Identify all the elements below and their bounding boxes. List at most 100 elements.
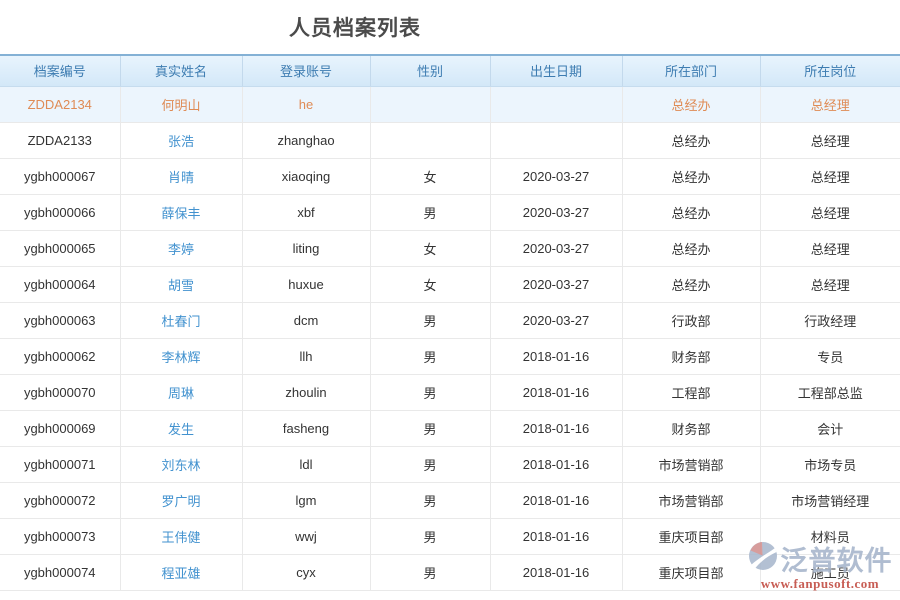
cell-position: 总经理 <box>760 86 900 123</box>
cell-account: cyx <box>242 554 371 591</box>
cell-birth_date: 2018-01-16 <box>490 374 623 411</box>
page-title: 人员档案列表 <box>289 17 421 40</box>
cell-file_no: ygbh000071 <box>0 446 121 483</box>
cell-department: 市场营销部 <box>622 482 761 519</box>
cell-name[interactable]: 李林辉 <box>120 338 243 375</box>
cell-file_no: ygbh000062 <box>0 338 121 375</box>
cell-file_no: ygbh000070 <box>0 374 121 411</box>
cell-account: liting <box>242 230 371 267</box>
cell-file_no: ZDDA2133 <box>0 122 121 159</box>
cell-position: 总经理 <box>760 194 900 231</box>
cell-name[interactable]: 何明山 <box>120 86 243 123</box>
cell-account: dcm <box>242 302 371 339</box>
cell-account: zhoulin <box>242 374 371 411</box>
cell-position: 总经理 <box>760 158 900 195</box>
cell-birth_date: 2020-03-27 <box>490 194 623 231</box>
table-row[interactable]: ygbh000064 胡雪 huxue 女 2020-03-27 总经办 总经理 <box>0 266 900 303</box>
cell-name[interactable]: 罗广明 <box>120 482 243 519</box>
cell-department: 行政部 <box>622 302 761 339</box>
cell-birth_date <box>490 122 623 159</box>
cell-position: 施工员 <box>760 554 900 591</box>
cell-account: fasheng <box>242 410 371 447</box>
cell-file_no: ygbh000072 <box>0 482 121 519</box>
cell-file_no: ygbh000074 <box>0 554 121 591</box>
table-header-row: 档案编号 真实姓名 登录账号 性别 出生日期 所在部门 所在岗位 <box>0 54 900 87</box>
cell-name[interactable]: 肖晴 <box>120 158 243 195</box>
cell-birth_date: 2018-01-16 <box>490 518 623 555</box>
cell-name[interactable]: 发生 <box>120 410 243 447</box>
table-row[interactable]: ygbh000069 发生 fasheng 男 2018-01-16 财务部 会计 <box>0 410 900 447</box>
cell-gender: 男 <box>370 482 491 519</box>
cell-department: 市场营销部 <box>622 446 761 483</box>
table-row[interactable]: ZDDA2133 张浩 zhanghao 总经办 总经理 <box>0 122 900 159</box>
cell-name[interactable]: 杜春门 <box>120 302 243 339</box>
cell-department: 总经办 <box>622 230 761 267</box>
cell-department: 总经办 <box>622 194 761 231</box>
cell-position: 行政经理 <box>760 302 900 339</box>
cell-department: 总经办 <box>622 86 761 123</box>
cell-account: llh <box>242 338 371 375</box>
cell-department: 总经办 <box>622 122 761 159</box>
cell-gender: 女 <box>370 158 491 195</box>
cell-file_no: ygbh000064 <box>0 266 121 303</box>
cell-name[interactable]: 张浩 <box>120 122 243 159</box>
cell-birth_date: 2018-01-16 <box>490 446 623 483</box>
cell-position: 市场专员 <box>760 446 900 483</box>
table-row[interactable]: ygbh000071 刘东林 ldl 男 2018-01-16 市场营销部 市场专员 <box>0 446 900 483</box>
column-header-birth_date: 出生日期 <box>490 54 623 87</box>
cell-account: lgm <box>242 482 371 519</box>
cell-position: 总经理 <box>760 122 900 159</box>
table-row[interactable]: ygbh000066 薛保丰 xbf 男 2020-03-27 总经办 总经理 <box>0 194 900 231</box>
cell-name[interactable]: 薛保丰 <box>120 194 243 231</box>
table-row[interactable]: ygbh000073 王伟健 wwj 男 2018-01-16 重庆项目部 材料员 <box>0 518 900 555</box>
cell-name[interactable]: 胡雪 <box>120 266 243 303</box>
cell-position: 总经理 <box>760 230 900 267</box>
cell-gender: 男 <box>370 302 491 339</box>
cell-birth_date: 2020-03-27 <box>490 158 623 195</box>
cell-birth_date: 2018-01-16 <box>490 554 623 591</box>
cell-file_no: ygbh000063 <box>0 302 121 339</box>
cell-account: wwj <box>242 518 371 555</box>
table-row[interactable]: ygbh000062 李林辉 llh 男 2018-01-16 财务部 专员 <box>0 338 900 375</box>
cell-birth_date: 2020-03-27 <box>490 230 623 267</box>
column-header-gender: 性别 <box>370 54 491 87</box>
title-bar: 人员档案列表 <box>0 0 710 54</box>
table-row[interactable]: ZDDA2134 何明山 he 总经办 总经理 <box>0 86 900 123</box>
cell-file_no: ygbh000073 <box>0 518 121 555</box>
cell-position: 总经理 <box>760 266 900 303</box>
cell-birth_date: 2018-01-16 <box>490 482 623 519</box>
cell-birth_date: 2018-01-16 <box>490 338 623 375</box>
cell-name[interactable]: 刘东林 <box>120 446 243 483</box>
cell-file_no: ygbh000069 <box>0 410 121 447</box>
cell-department: 财务部 <box>622 338 761 375</box>
table-row[interactable]: ygbh000067 肖晴 xiaoqing 女 2020-03-27 总经办 总经理 <box>0 158 900 195</box>
cell-department: 总经办 <box>622 158 761 195</box>
cell-gender: 女 <box>370 230 491 267</box>
column-header-file_no: 档案编号 <box>0 54 121 87</box>
cell-name[interactable]: 程亚雄 <box>120 554 243 591</box>
cell-gender: 男 <box>370 446 491 483</box>
cell-file_no: ygbh000065 <box>0 230 121 267</box>
cell-department: 财务部 <box>622 410 761 447</box>
cell-position: 工程部总监 <box>760 374 900 411</box>
cell-department: 重庆项目部 <box>622 518 761 555</box>
cell-gender: 男 <box>370 518 491 555</box>
cell-gender: 男 <box>370 194 491 231</box>
table-row[interactable]: ygbh000070 周琳 zhoulin 男 2018-01-16 工程部 工程部总监 <box>0 374 900 411</box>
personnel-table: 档案编号 真实姓名 登录账号 性别 出生日期 所在部门 所在岗位 ZDDA2134 何明山 he… <box>0 54 900 591</box>
table-row[interactable]: ygbh000074 程亚雄 cyx 男 2018-01-16 重庆项目部 施工员 <box>0 554 900 591</box>
column-header-department: 所在部门 <box>622 54 761 87</box>
cell-department: 重庆项目部 <box>622 554 761 591</box>
cell-account: xiaoqing <box>242 158 371 195</box>
column-header-name: 真实姓名 <box>120 54 243 87</box>
cell-name[interactable]: 李婷 <box>120 230 243 267</box>
cell-gender: 男 <box>370 410 491 447</box>
cell-name[interactable]: 王伟健 <box>120 518 243 555</box>
table-row[interactable]: ygbh000072 罗广明 lgm 男 2018-01-16 市场营销部 市场营销经理 <box>0 482 900 519</box>
cell-gender: 男 <box>370 554 491 591</box>
cell-position: 材料员 <box>760 518 900 555</box>
cell-name[interactable]: 周琳 <box>120 374 243 411</box>
table-row[interactable]: ygbh000065 李婷 liting 女 2020-03-27 总经办 总经理 <box>0 230 900 267</box>
cell-position: 会计 <box>760 410 900 447</box>
table-row[interactable]: ygbh000063 杜春门 dcm 男 2020-03-27 行政部 行政经理 <box>0 302 900 339</box>
